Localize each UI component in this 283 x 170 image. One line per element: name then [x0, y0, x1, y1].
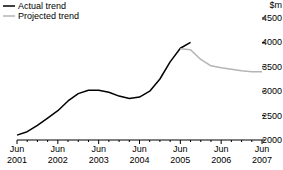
x-tick-label: Jun2003: [89, 144, 109, 165]
legend-label: Actual trend: [18, 1, 66, 11]
legend-swatch: [3, 5, 15, 7]
x-tick: [200, 140, 201, 142]
x-tick: [119, 140, 120, 142]
chart: 200025003000350040004500$mJun2001Jun2002…: [0, 0, 283, 170]
x-tick-label: Jun2005: [170, 144, 190, 165]
x-tick: [108, 140, 109, 142]
x-tick: [27, 140, 28, 142]
x-tick: [149, 140, 150, 142]
x-tick: [159, 140, 160, 142]
legend-swatch: [3, 15, 15, 17]
series-line: [180, 49, 262, 72]
x-tick: [68, 140, 69, 142]
x-tick-label: Jun2007: [252, 144, 272, 165]
y-axis-label: $m: [269, 0, 282, 10]
x-tick: [170, 140, 171, 142]
x-tick: [88, 140, 89, 142]
x-tick: [129, 140, 130, 142]
x-tick: [37, 140, 38, 142]
x-tick-label: Jun2001: [7, 144, 27, 165]
plot-area: [17, 42, 262, 135]
y-tick-label: 4000: [262, 37, 282, 47]
y-tick-label: 3500: [262, 62, 282, 72]
x-tick: [231, 140, 232, 142]
y-tick-label: 2500: [262, 111, 282, 121]
x-tick: [47, 140, 48, 142]
x-tick: [190, 140, 191, 142]
y-tick-label: 3000: [262, 86, 282, 96]
legend-label: Projected trend: [18, 11, 79, 21]
y-tick-label: 4500: [262, 13, 282, 23]
x-tick-label: Jun2002: [48, 144, 68, 165]
x-tick: [210, 140, 211, 142]
series-line: [17, 42, 191, 135]
x-tick: [251, 140, 252, 142]
x-tick: [78, 140, 79, 142]
x-tick-label: Jun2004: [129, 144, 149, 165]
x-tick-label: Jun2006: [211, 144, 231, 165]
x-tick: [241, 140, 242, 142]
